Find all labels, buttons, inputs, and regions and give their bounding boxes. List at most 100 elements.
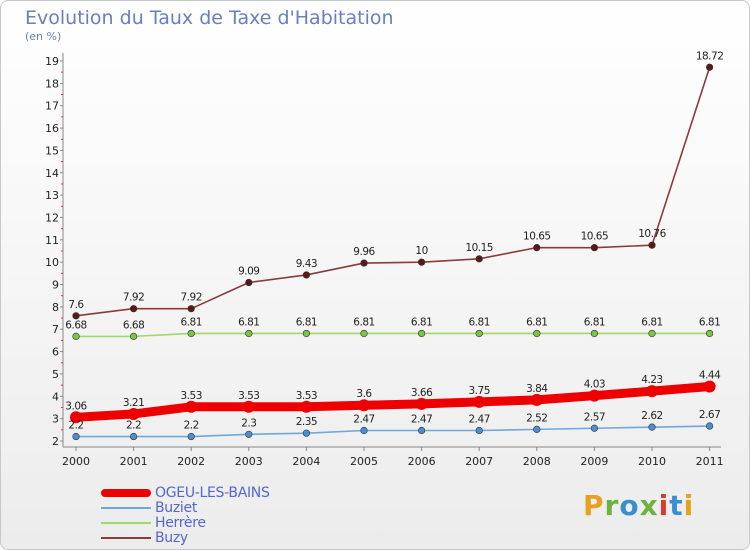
data-label-ogeu-les-bains: 4.03	[584, 379, 605, 391]
data-point-buzy	[648, 241, 656, 249]
y-tick-label: 14	[45, 167, 59, 180]
y-tick-label: 11	[45, 234, 59, 247]
data-point-buzy	[302, 271, 311, 279]
x-tick-label: 2008	[523, 455, 551, 468]
x-tick-label: 2003	[235, 455, 263, 468]
data-label-buzy: 9.43	[296, 258, 317, 270]
series-line-buzy	[75, 66, 711, 317]
data-point-herr-re	[648, 329, 656, 338]
data-label-herr-re: 6.81	[469, 316, 490, 328]
data-label-ogeu-les-bains: 3.53	[181, 390, 202, 402]
x-tick-label: 2009	[580, 455, 608, 468]
data-label-herr-re: 6.81	[296, 316, 317, 328]
data-point-buzy	[705, 63, 714, 71]
data-point-buzy	[418, 258, 426, 266]
data-point-ogeu-les-bains	[588, 389, 601, 402]
data-label-herr-re: 6.81	[699, 316, 720, 328]
data-point-buziet	[475, 426, 483, 435]
data-point-buziet	[130, 432, 138, 441]
y-tick-label: 4	[52, 390, 59, 403]
legend-item-ogeu-les-bains: OGEU-LES-BAINS	[101, 485, 270, 501]
data-label-herr-re: 6.81	[181, 316, 202, 328]
logo-letter: x	[639, 489, 659, 522]
data-label-herr-re: 6.81	[526, 316, 547, 328]
data-label-ogeu-les-bains: 3.53	[238, 390, 259, 402]
data-label-buziet: 2.3	[241, 417, 256, 429]
data-label-ogeu-les-bains: 3.6	[356, 388, 372, 400]
data-point-buziet	[418, 426, 426, 435]
data-point-ogeu-les-bains	[70, 411, 82, 424]
y-tick-label: 13	[45, 189, 59, 202]
data-label-buziet: 2.52	[526, 412, 547, 424]
y-tick-label: 7	[52, 323, 59, 336]
logo-letter: o	[619, 489, 640, 522]
proxiti-logo: Proxiti	[583, 489, 694, 522]
x-tick-label: 2004	[292, 455, 320, 468]
y-tick-label: 16	[45, 122, 59, 135]
data-point-herr-re	[302, 329, 311, 338]
data-label-buzy: 9.09	[238, 266, 259, 278]
series-line-ogeu-les-bains	[71, 381, 715, 422]
data-point-buzy	[130, 305, 138, 313]
data-point-herr-re	[72, 332, 80, 340]
logo-letter: r	[604, 489, 620, 522]
data-label-buziet: 2.62	[641, 410, 662, 422]
data-label-buziet: 2.67	[699, 409, 720, 421]
data-point-herr-re	[187, 329, 195, 338]
data-label-buzy: 10.76	[638, 228, 666, 240]
y-tick-label: 19	[45, 55, 59, 68]
data-label-buziet: 2.57	[584, 411, 605, 423]
data-point-buzy	[475, 255, 483, 263]
x-tick-label: 2006	[408, 455, 436, 468]
data-point-ogeu-les-bains	[300, 400, 313, 413]
legend-label: Buziet	[155, 499, 198, 516]
y-tick-label: 5	[52, 368, 59, 381]
x-tick-label: 2001	[120, 455, 148, 468]
chart-unit-label: (en %)	[25, 30, 62, 43]
x-tick-label: 2002	[177, 455, 205, 468]
data-point-buziet	[245, 430, 253, 438]
data-point-ogeu-les-bains	[530, 393, 543, 406]
data-point-herr-re	[533, 329, 541, 338]
legend-label: Herrère	[155, 514, 206, 531]
logo-letter: i	[658, 489, 670, 522]
y-tick-label: 9	[52, 279, 59, 292]
data-label-herr-re: 6.81	[411, 316, 432, 328]
y-tick-label: 2	[52, 435, 59, 448]
data-point-ogeu-les-bains	[185, 400, 198, 413]
data-point-buzy	[533, 244, 541, 252]
data-label-ogeu-les-bains: 3.06	[65, 400, 87, 412]
data-point-buzy	[590, 244, 599, 252]
legend-swatch	[101, 521, 151, 524]
data-point-herr-re	[245, 329, 253, 338]
legend: OGEU-LES-BAINS Buziet Herrère Buzy	[101, 485, 270, 546]
data-point-buziet	[360, 426, 368, 435]
data-point-herr-re	[130, 332, 138, 340]
data-label-buziet: 2.2	[184, 420, 199, 432]
data-point-ogeu-les-bains	[473, 395, 486, 408]
data-label-ogeu-les-bains: 4.23	[641, 374, 662, 386]
legend-swatch	[101, 506, 151, 509]
y-tick-label: 18	[45, 77, 59, 90]
x-tick-label: 2000	[62, 455, 90, 468]
y-tick-label: 6	[52, 346, 59, 359]
data-label-buziet: 2.47	[469, 413, 490, 425]
data-label-herr-re: 6.68	[65, 319, 86, 331]
data-label-buzy: 18.72	[696, 50, 724, 62]
data-label-buziet: 2.2	[68, 420, 83, 432]
logo-letter: i	[683, 489, 695, 522]
x-tick-label: 2011	[696, 455, 724, 468]
logo-letter: P	[583, 489, 605, 522]
logo-letter: t	[669, 489, 684, 522]
data-label-buziet: 2.35	[296, 416, 317, 428]
data-point-herr-re	[475, 329, 483, 338]
data-point-herr-re	[360, 329, 368, 338]
x-tick-label: 2010	[638, 455, 666, 468]
y-tick-label: 17	[45, 100, 59, 113]
data-point-herr-re	[418, 329, 426, 338]
data-label-buzy: 7.92	[181, 292, 202, 304]
data-point-buzy	[245, 278, 253, 287]
data-label-buzy: 7.92	[123, 292, 144, 304]
data-label-ogeu-les-bains: 4.44	[699, 369, 721, 381]
